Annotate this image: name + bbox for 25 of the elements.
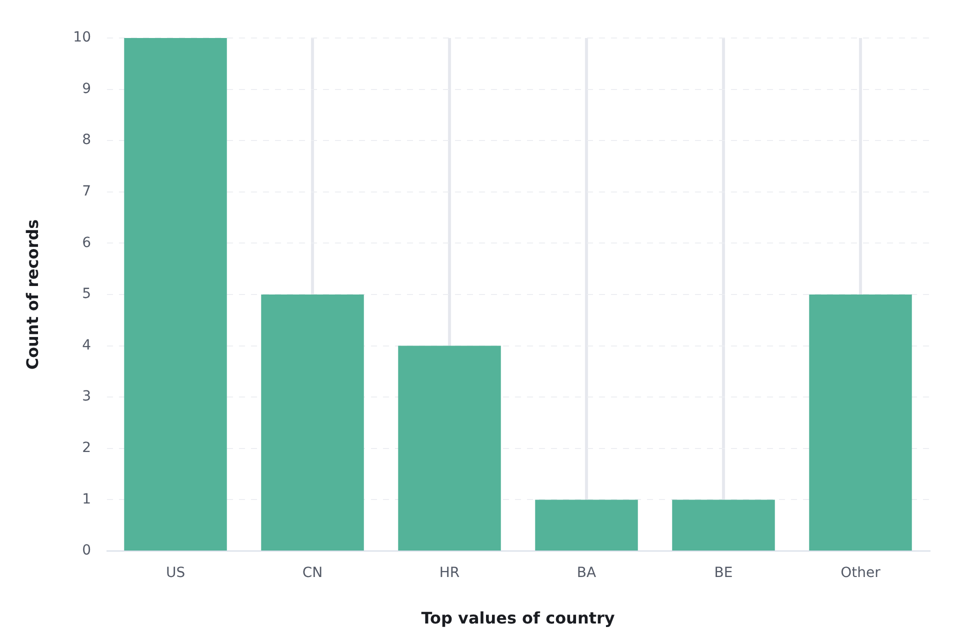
x-tick-label: CN <box>302 565 323 582</box>
y-tick-label: 7 <box>82 184 92 200</box>
y-tick-label: 8 <box>82 132 92 148</box>
y-tick-label: 10 <box>73 30 92 46</box>
y-tick-label: 6 <box>82 234 92 251</box>
y-axis-title: Count of records <box>22 219 42 370</box>
y-tick-label: 3 <box>82 388 92 405</box>
y-tick-label: 0 <box>82 542 92 559</box>
bar <box>398 346 501 550</box>
bar <box>535 500 638 550</box>
y-tick-label: 2 <box>82 440 92 456</box>
x-tick-label: Other <box>840 565 881 582</box>
bar <box>261 294 364 550</box>
bar <box>124 38 227 550</box>
x-tick-label: HR <box>439 565 460 582</box>
bar <box>809 294 912 550</box>
x-axis-title: Top values of country <box>421 608 616 628</box>
x-tick-label: BE <box>714 565 733 582</box>
y-tick-label: 5 <box>82 286 92 302</box>
y-tick-label: 9 <box>82 80 92 97</box>
bar <box>672 500 775 550</box>
y-tick-label: 1 <box>82 491 92 508</box>
x-tick-label: BA <box>576 565 597 582</box>
y-tick-label: 4 <box>82 337 92 354</box>
x-tick-label: US <box>166 565 186 582</box>
